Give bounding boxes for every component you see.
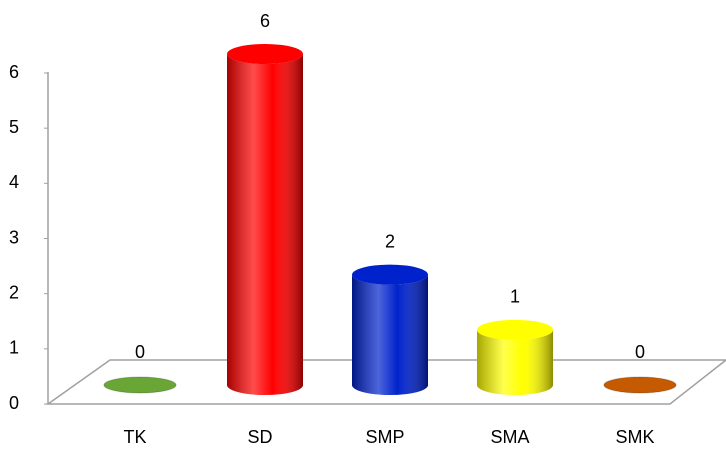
x-tick-label: SMA <box>490 427 529 447</box>
y-tick-label: 1 <box>9 338 19 358</box>
value-label: 0 <box>135 342 145 362</box>
bar <box>603 376 677 394</box>
y-tick-label: 3 <box>9 227 19 247</box>
x-tick-label: SMK <box>615 427 654 447</box>
value-label: 2 <box>385 231 395 251</box>
bar-shade <box>352 274 428 395</box>
bar-top <box>352 264 428 285</box>
y-tick-label: 4 <box>9 172 19 192</box>
value-label: 1 <box>510 287 520 307</box>
x-tick-label: SMP <box>365 427 404 447</box>
y-tick-label: 2 <box>9 282 19 302</box>
y-tick-label: 5 <box>9 117 19 137</box>
y-tick-label: 6 <box>9 62 19 82</box>
bar-shade <box>227 54 303 395</box>
value-label: 6 <box>260 11 270 31</box>
bar-top <box>227 44 303 64</box>
bar-shade <box>477 329 553 395</box>
y-tick-label: 0 <box>9 393 19 413</box>
bar <box>103 376 177 394</box>
bar-top <box>477 319 553 340</box>
x-tick-label: SD <box>247 427 272 447</box>
value-label: 0 <box>635 342 645 362</box>
x-tick-label: TK <box>123 427 146 447</box>
